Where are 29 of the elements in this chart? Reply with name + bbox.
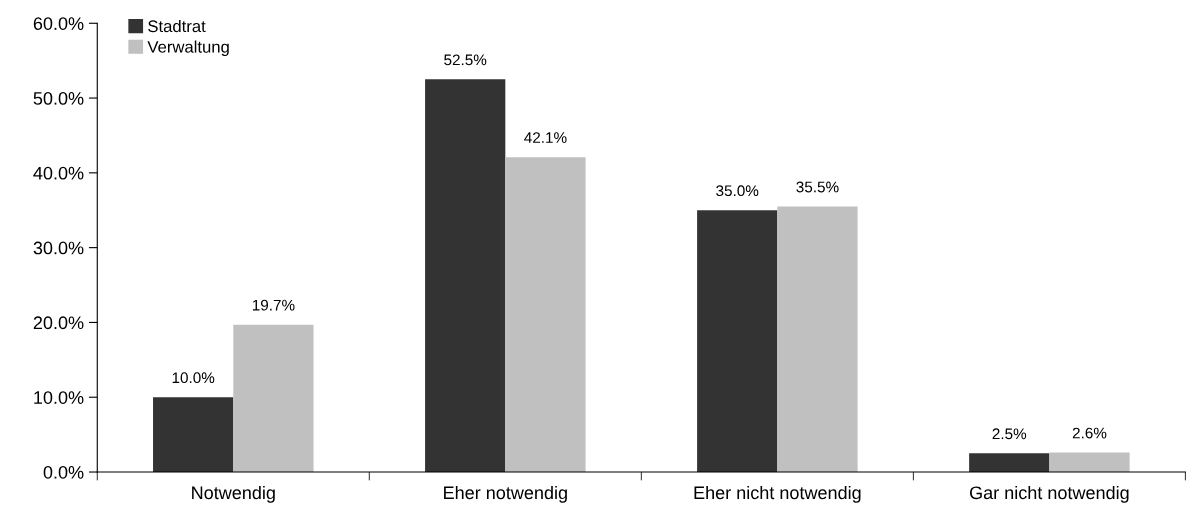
bar	[425, 79, 506, 473]
data-label: 10.0%	[172, 372, 215, 384]
legend-label: Stadtrat	[148, 19, 206, 33]
y-tick-label: 30.0%	[33, 241, 84, 255]
bar	[233, 324, 314, 473]
data-label: 35.0%	[716, 185, 759, 197]
bar	[969, 453, 1050, 473]
x-tick-label: Eher notwendig	[444, 485, 567, 503]
data-label: 35.5%	[796, 181, 839, 193]
data-label: 2.6%	[1072, 427, 1107, 439]
data-label: 52.5%	[444, 54, 487, 66]
x-tick-label: Eher nicht notwendig	[694, 485, 861, 503]
data-label: 19.7%	[252, 299, 295, 311]
bar	[153, 397, 234, 473]
bar	[697, 210, 778, 473]
y-tick-label: 0.0%	[43, 465, 84, 479]
bar	[505, 157, 586, 473]
data-label: 42.1%	[524, 132, 567, 143]
y-tick-label: 10.0%	[34, 391, 84, 404]
data-label: 2.5%	[992, 428, 1027, 440]
bar	[1049, 452, 1130, 473]
y-tick-label: 20.0%	[33, 316, 84, 330]
bar	[777, 206, 858, 473]
y-tick-label: 40.0%	[33, 166, 84, 180]
x-tick-label: Gar nicht notwendig	[969, 485, 1129, 503]
x-tick-label: Notwendig	[192, 485, 275, 503]
y-tick-label: 50.0%	[33, 91, 84, 105]
y-tick-label: 60.0%	[33, 17, 84, 30]
legend-label: Verwaltung	[147, 40, 229, 57]
